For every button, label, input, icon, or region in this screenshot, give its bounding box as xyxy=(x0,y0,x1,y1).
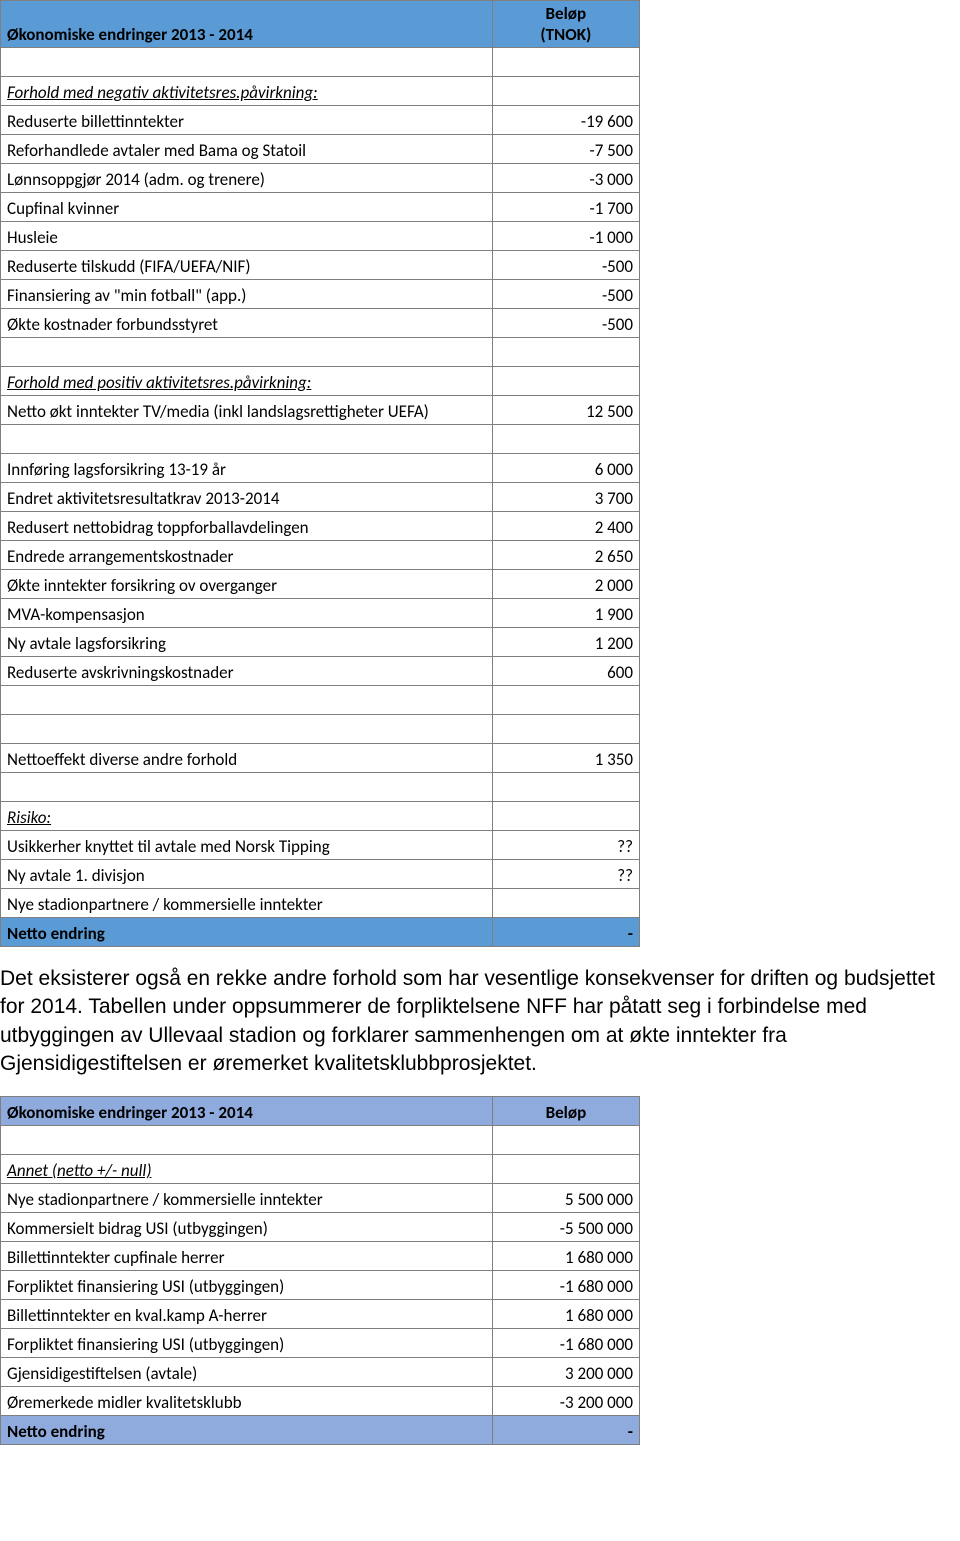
table-row: Nettoeffekt diverse andre forhold1 350 xyxy=(1,744,640,773)
table-row: Endrede arrangementskostnader2 650 xyxy=(1,541,640,570)
table-economic-changes-1: Økonomiske endringer 2013 - 2014 Beløp (… xyxy=(0,0,640,947)
table-row: Kommersielt bidrag USI (utbyggingen)-5 5… xyxy=(1,1213,640,1242)
t2-header-right: Beløp xyxy=(492,1097,639,1126)
table-row: Billettinntekter cupfinale herrer1 680 0… xyxy=(1,1242,640,1271)
t2-footer: Netto endring - xyxy=(1,1416,640,1445)
table-row: Innføring lagsforsikring 13-19 år6 000 xyxy=(1,454,640,483)
table-row: Finansiering av "min fotball" (app.)-500 xyxy=(1,280,640,309)
table-row: Økte kostnader forbundsstyret-500 xyxy=(1,309,640,338)
paragraph-between-tables: Det eksisterer også en rekke andre forho… xyxy=(0,965,955,1078)
t2-header-left: Økonomiske endringer 2013 - 2014 xyxy=(1,1097,493,1126)
table-row: Nye stadionpartnere / kommersielle innte… xyxy=(1,889,640,918)
t1-header-left: Økonomiske endringer 2013 - 2014 xyxy=(1,1,493,48)
table-row: Cupfinal kvinner-1 700 xyxy=(1,193,640,222)
table-row: Husleie-1 000 xyxy=(1,222,640,251)
table-row: Øremerkede midler kvalitetsklubb-3 200 0… xyxy=(1,1387,640,1416)
t1-header-right: Beløp (TNOK) xyxy=(492,1,639,48)
table-row: Reforhandlede avtaler med Bama og Statoi… xyxy=(1,135,640,164)
table-row: Netto økt inntekter TV/media (inkl lands… xyxy=(1,396,640,425)
table-row: MVA-kompensasjon1 900 xyxy=(1,599,640,628)
table-row: Reduserte tilskudd (FIFA/UEFA/NIF)-500 xyxy=(1,251,640,280)
table-row: Forpliktet finansiering USI (utbyggingen… xyxy=(1,1271,640,1300)
table-row: Reduserte avskrivningskostnader600 xyxy=(1,657,640,686)
section-positive: Forhold med positiv aktivitetsres.påvirk… xyxy=(1,367,493,396)
table-economic-changes-2: Økonomiske endringer 2013 - 2014 Beløp A… xyxy=(0,1096,640,1445)
table-row: Redusert nettobidrag toppforballavdeling… xyxy=(1,512,640,541)
section-negative: Forhold med negativ aktivitetsres.påvirk… xyxy=(1,77,493,106)
table-row: Forpliktet finansiering USI (utbyggingen… xyxy=(1,1329,640,1358)
table-row: Nye stadionpartnere / kommersielle innte… xyxy=(1,1184,640,1213)
table-row: Ny avtale 1. divisjon?? xyxy=(1,860,640,889)
table-row: Økte inntekter forsikring ov overganger2… xyxy=(1,570,640,599)
t1-footer: Netto endring - xyxy=(1,918,640,947)
table-row: Lønnsoppgjør 2014 (adm. og trenere)-3 00… xyxy=(1,164,640,193)
table-row: Reduserte billettinntekter-19 600 xyxy=(1,106,640,135)
section-annet: Annet (netto +/- null) xyxy=(1,1155,493,1184)
table-row: Ny avtale lagsforsikring1 200 xyxy=(1,628,640,657)
table-row: Gjensidigestiftelsen (avtale)3 200 000 xyxy=(1,1358,640,1387)
table-row: Endret aktivitetsresultatkrav 2013-20143… xyxy=(1,483,640,512)
table-row: Billettinntekter en kval.kamp A-herrer1 … xyxy=(1,1300,640,1329)
table-row: Usikkerher knyttet til avtale med Norsk … xyxy=(1,831,640,860)
section-risk: Risiko: xyxy=(1,802,493,831)
